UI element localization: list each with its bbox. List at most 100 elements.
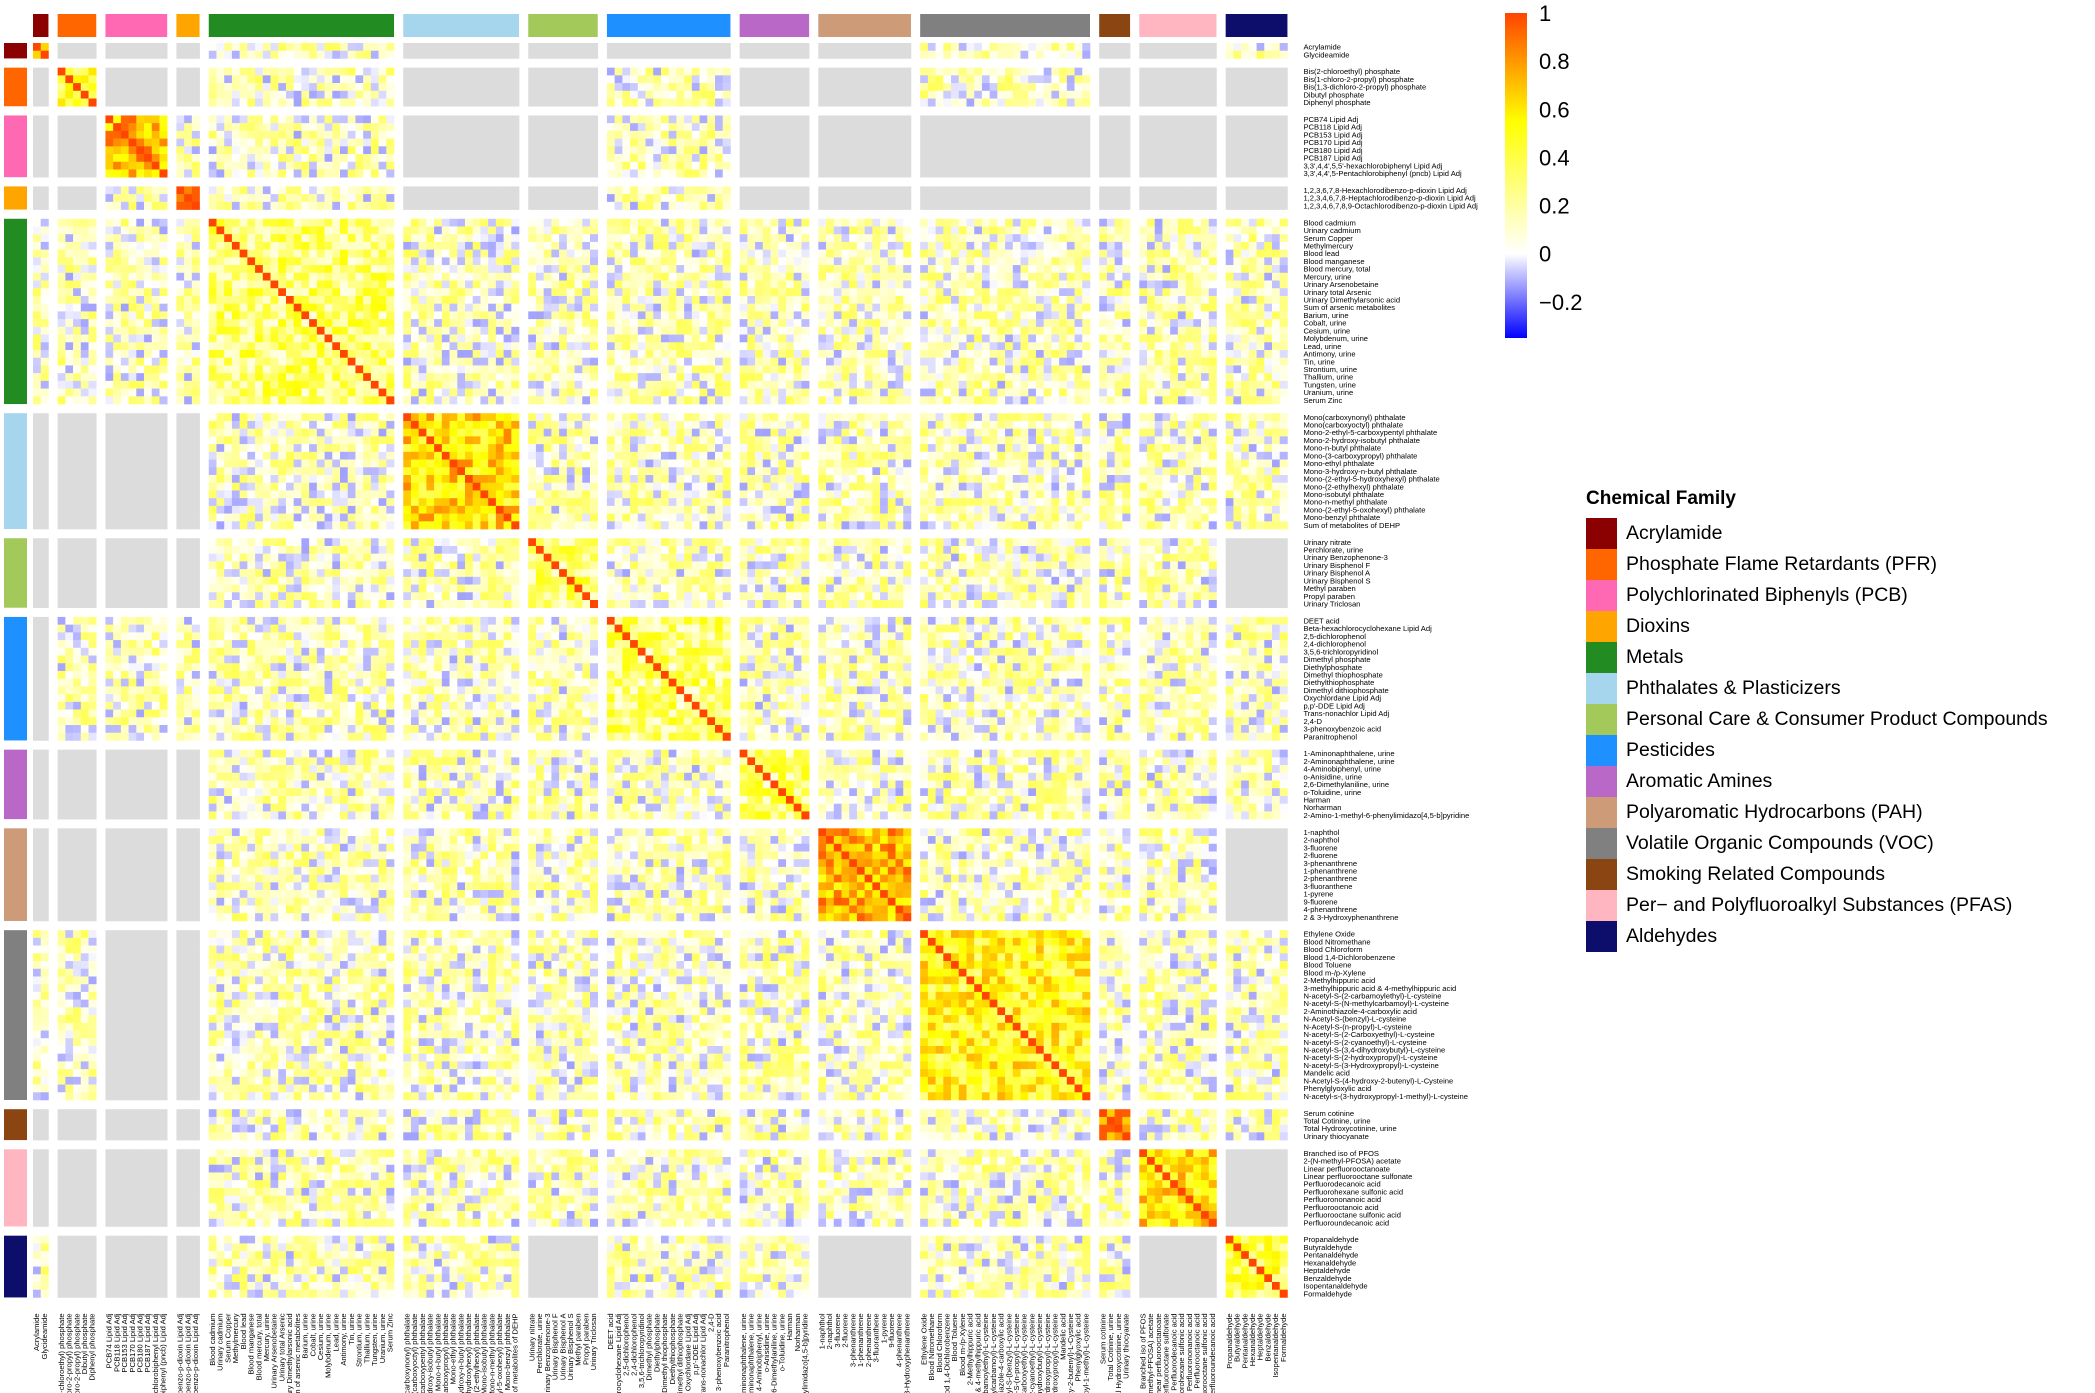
heatmap-cell: [630, 162, 638, 170]
heatmap-cell: [1249, 194, 1257, 202]
heatmap-cell: [959, 75, 967, 83]
heatmap-cell: [1021, 194, 1029, 202]
heatmap-cell: [1264, 202, 1272, 210]
heatmap-cell: [880, 281, 888, 289]
heatmap-cell: [1115, 194, 1123, 202]
heatmap-cell: [317, 234, 325, 242]
heatmap-cell: [216, 327, 224, 335]
heatmap-cell: [457, 296, 465, 304]
heatmap-cell: [896, 51, 904, 59]
heatmap-cell: [473, 75, 481, 83]
heatmap-cell: [65, 186, 73, 194]
heatmap-cell: [209, 273, 217, 281]
heatmap-cell: [707, 202, 715, 210]
heatmap-cell: [121, 250, 129, 258]
heatmap-cell: [240, 43, 248, 51]
heatmap-cell: [240, 304, 248, 312]
heatmap-cell: [1059, 123, 1067, 131]
heatmap-cell: [81, 75, 89, 83]
heatmap-cell: [826, 115, 834, 123]
heatmap-cell: [590, 123, 598, 131]
heatmap-cell: [903, 131, 911, 139]
heatmap-cell: [386, 273, 394, 281]
heatmap-cell: [692, 335, 700, 343]
heatmap-cell: [872, 234, 880, 242]
heatmap-cell: [317, 186, 325, 194]
heatmap-cell: [849, 281, 857, 289]
heatmap-cell: [136, 115, 144, 123]
heatmap-cell: [247, 68, 255, 76]
heatmap-cell: [232, 281, 240, 289]
heatmap-cell: [317, 154, 325, 162]
heatmap-cell: [363, 146, 371, 154]
heatmap-cell: [567, 131, 575, 139]
heatmap-cell: [81, 265, 89, 273]
heatmap-cell: [786, 43, 794, 51]
heatmap-cell: [271, 242, 279, 250]
heatmap-cell: [638, 51, 646, 59]
heatmap-cell: [496, 288, 504, 296]
heatmap-cell: [1280, 288, 1288, 296]
heatmap-cell: [1201, 319, 1209, 327]
heatmap-cell: [1099, 51, 1107, 59]
heatmap-cell: [1155, 242, 1163, 250]
heatmap-cell: [1249, 219, 1257, 227]
heatmap-cell: [615, 43, 623, 51]
heatmap-cell: [152, 169, 160, 177]
heatmap-cell: [371, 250, 379, 258]
heatmap-cell: [1193, 219, 1201, 227]
heatmap-cell: [607, 319, 615, 327]
heatmap-cell: [152, 131, 160, 139]
heatmap-cell: [403, 186, 411, 194]
heatmap-cell: [755, 115, 763, 123]
heatmap-cell: [81, 219, 89, 227]
heatmap-cell: [1099, 296, 1107, 304]
heatmap-cell: [559, 194, 567, 202]
heatmap-cell: [33, 311, 41, 319]
left-annotation-block: [4, 219, 27, 404]
heatmap-cell: [1051, 219, 1059, 227]
heatmap-cell: [1272, 115, 1280, 123]
heatmap-cell: [480, 123, 488, 131]
heatmap-cell: [692, 288, 700, 296]
heatmap-cell: [661, 91, 669, 99]
heatmap-cell: [778, 234, 786, 242]
heatmap-cell: [841, 335, 849, 343]
heatmap-cell: [1170, 75, 1178, 83]
heatmap-cell: [723, 250, 731, 258]
heatmap-cell: [1209, 319, 1217, 327]
heatmap-cell: [325, 234, 333, 242]
heatmap-cell: [567, 288, 575, 296]
heatmap-cell: [676, 219, 684, 227]
heatmap-cell: [286, 319, 294, 327]
heatmap-cell: [65, 273, 73, 281]
heatmap-cell: [1155, 273, 1163, 281]
left-annotation-block: [4, 413, 27, 529]
heatmap-cell: [216, 51, 224, 59]
heatmap-cell: [442, 288, 450, 296]
heatmap-cell: [880, 68, 888, 76]
heatmap-cell: [192, 273, 200, 281]
heatmap-cell: [826, 139, 834, 147]
heatmap-cell: [559, 68, 567, 76]
heatmap-cell: [286, 123, 294, 131]
heatmap-cell: [363, 288, 371, 296]
heatmap-cell: [1036, 202, 1044, 210]
heatmap-cell: [676, 139, 684, 147]
heatmap-cell: [379, 154, 387, 162]
heatmap-cell: [646, 75, 654, 83]
heatmap-cell: [669, 99, 677, 107]
heatmap-cell: [959, 115, 967, 123]
heatmap-cell: [1021, 115, 1029, 123]
heatmap-cell: [559, 51, 567, 59]
heatmap-cell: [1028, 242, 1036, 250]
heatmap-cell: [113, 139, 121, 147]
heatmap-cell: [450, 250, 458, 258]
heatmap-cell: [411, 296, 419, 304]
heatmap-cell: [1005, 311, 1013, 319]
heatmap-cell: [544, 242, 552, 250]
heatmap-cell: [801, 219, 809, 227]
heatmap-cell: [348, 169, 356, 177]
heatmap-cell: [450, 146, 458, 154]
heatmap-cell: [1226, 154, 1234, 162]
